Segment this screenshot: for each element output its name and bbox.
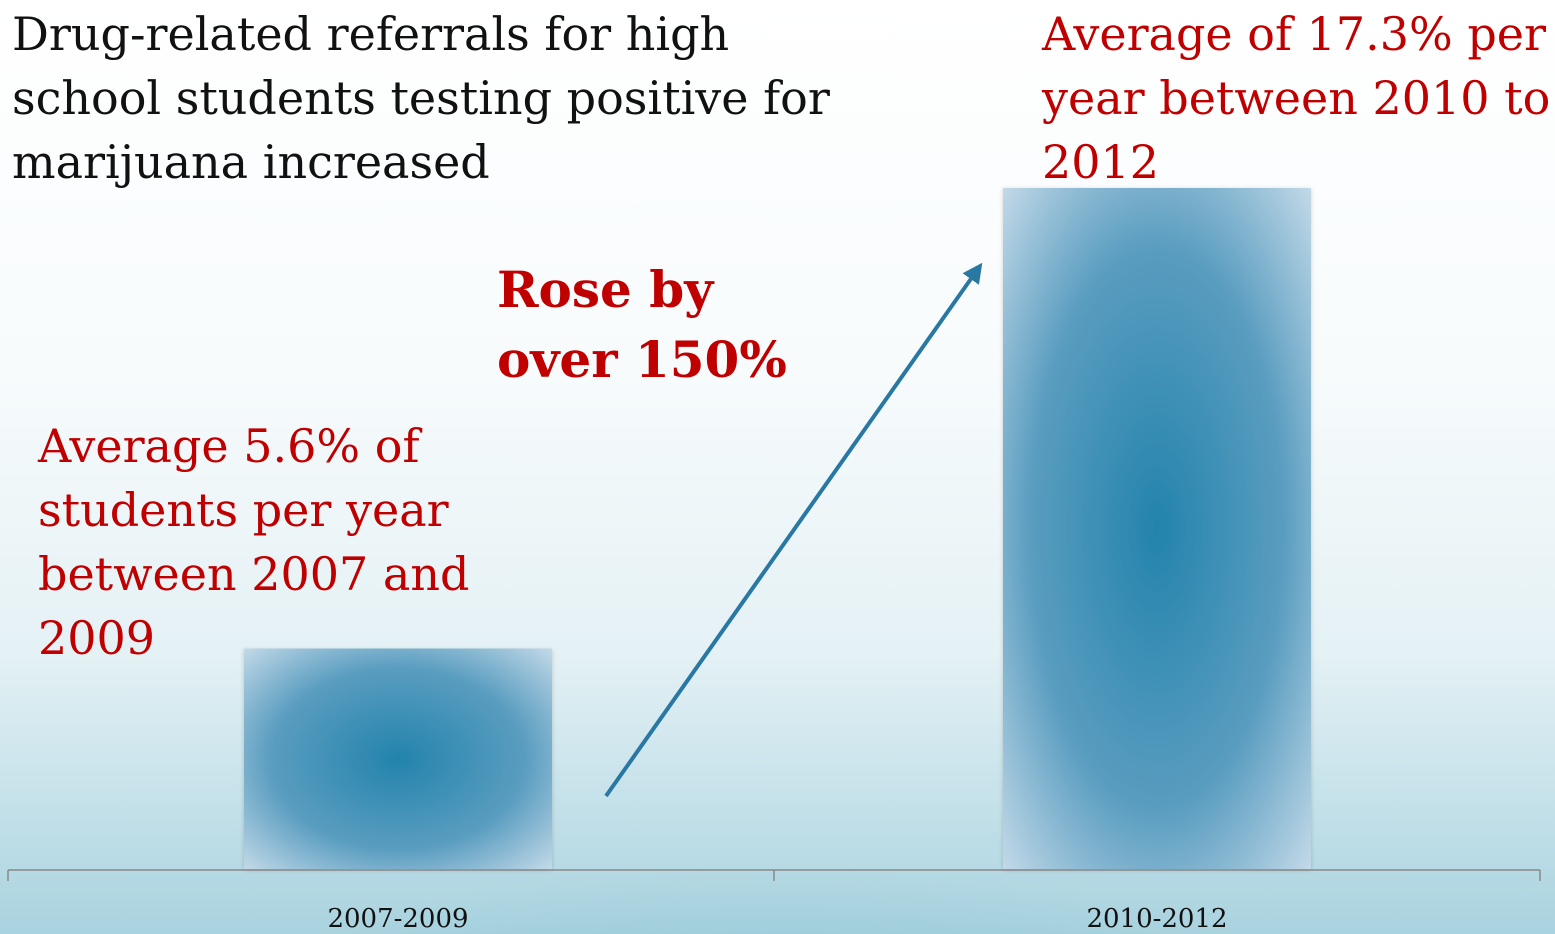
annotation-2007-2009: Average 5.6% of students per year betwee… [38, 419, 470, 665]
x-tick-label: 2007-2009 [327, 904, 468, 934]
increase-arrow [604, 262, 983, 798]
bar-2007-2009 [244, 648, 552, 869]
annotation-2010-2012: Average of 17.3% per year between 2010 t… [1042, 7, 1551, 189]
bar-2010-2012 [1003, 188, 1311, 869]
annotation-increase: Rose by over 150% [497, 260, 787, 389]
chart-title: Drug-related referrals for high school s… [12, 7, 830, 189]
x-tick-label: 2010-2012 [1086, 904, 1227, 934]
